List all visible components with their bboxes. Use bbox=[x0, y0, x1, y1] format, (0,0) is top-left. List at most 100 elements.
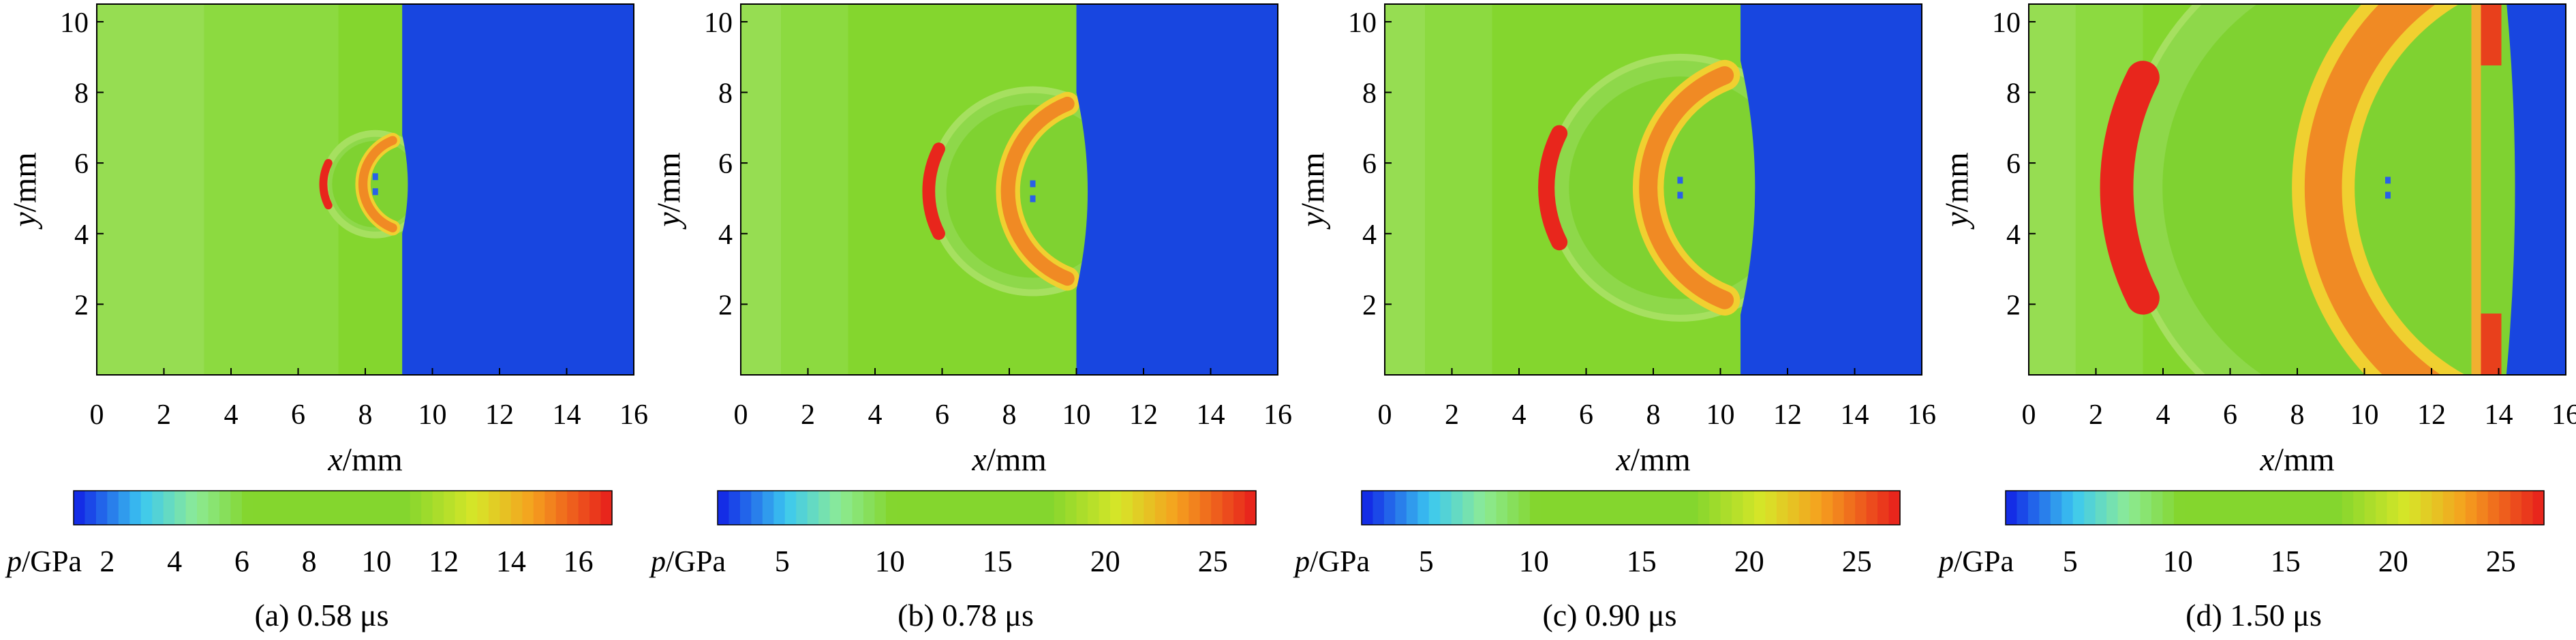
colorbar-segment bbox=[1199, 491, 1212, 525]
colorbar-segment bbox=[2454, 491, 2466, 525]
x-tick-label: 10 bbox=[2350, 399, 2379, 431]
x-tick-label: 12 bbox=[485, 399, 514, 431]
colorbar-segment bbox=[1088, 491, 1100, 525]
colorbar-segment bbox=[2409, 491, 2421, 525]
colorbar-segment bbox=[852, 491, 864, 525]
band-middle bbox=[1425, 4, 1492, 375]
colorbar-segment bbox=[555, 491, 568, 525]
y-axis-label-var: y bbox=[7, 212, 43, 230]
colorbar-segment bbox=[1383, 491, 1396, 525]
colorbar-segment bbox=[1417, 491, 1430, 525]
colorbar-segment bbox=[208, 491, 220, 525]
x-tick-label: 10 bbox=[1062, 399, 1091, 431]
colorbar-tick-label: 20 bbox=[1734, 545, 1764, 578]
center-marker-bottom bbox=[1030, 195, 1036, 202]
colorbar-segment bbox=[410, 491, 422, 525]
colorbar-segment bbox=[2095, 491, 2107, 525]
x-tick-label: 14 bbox=[1197, 399, 1225, 431]
colorbar-segment bbox=[751, 491, 763, 525]
colorbar-segment bbox=[500, 491, 512, 525]
colorbar-segment bbox=[1154, 491, 1167, 525]
colorbar-segment bbox=[1563, 491, 1576, 525]
colorbar-segment bbox=[545, 491, 557, 525]
wave-interior bbox=[946, 104, 1120, 278]
colorbar-segment bbox=[444, 491, 456, 525]
colorbar-segment bbox=[2117, 491, 2130, 525]
colorbar-segment bbox=[1529, 491, 1542, 525]
colorbar-segment bbox=[718, 491, 730, 525]
y-tick-label: 10 bbox=[60, 7, 89, 39]
colorbar-segment bbox=[2196, 491, 2208, 525]
x-tick-label: 0 bbox=[734, 399, 748, 431]
colorbar-segment bbox=[2477, 491, 2489, 525]
colorbar-segment bbox=[2342, 491, 2354, 525]
colorbar-segment bbox=[1754, 491, 1766, 525]
colorbar-tick-label: 15 bbox=[2271, 545, 2301, 578]
y-axis-label-var: y bbox=[1939, 212, 1975, 230]
panel-caption: (c) 0.90 μs bbox=[1542, 598, 1676, 633]
y-tick-label: 8 bbox=[74, 78, 89, 110]
colorbar-segment bbox=[2241, 491, 2253, 525]
colorbar-segment bbox=[2263, 491, 2275, 525]
colorbar-segment bbox=[2027, 491, 2040, 525]
x-axis-label-var: x bbox=[971, 442, 986, 478]
x-tick-label: 16 bbox=[619, 399, 648, 431]
colorbar-segment bbox=[1687, 491, 1699, 525]
y-tick-label: 2 bbox=[718, 290, 733, 321]
y-tick-label: 2 bbox=[2006, 290, 2021, 321]
x-tick-label: 16 bbox=[2551, 399, 2576, 431]
x-tick-label: 14 bbox=[1841, 399, 1869, 431]
colorbar-segment bbox=[1642, 491, 1654, 525]
colorbar-segment bbox=[2017, 491, 2029, 525]
colorbar-frame bbox=[2005, 490, 2545, 525]
colorbar-segment bbox=[185, 491, 198, 525]
colorbar-segment bbox=[1222, 491, 1234, 525]
colorbar-segment bbox=[1888, 491, 1901, 525]
colorbar-segment bbox=[998, 491, 1010, 525]
x-tick-label: 6 bbox=[935, 399, 949, 431]
colorbar-segment bbox=[1798, 491, 1811, 525]
colorbar-segment bbox=[1743, 491, 1755, 525]
x-tick-label: 4 bbox=[224, 399, 239, 431]
pressure-front-peak bbox=[319, 159, 333, 210]
colorbar-frame bbox=[717, 490, 1257, 525]
y-tick-label: 10 bbox=[704, 7, 733, 39]
colorbar-segment bbox=[567, 491, 579, 525]
colorbar-tick-label: 25 bbox=[1842, 545, 1872, 578]
colorbar-segment bbox=[163, 491, 175, 525]
center-marker-top bbox=[2385, 177, 2391, 184]
x-tick-label: 12 bbox=[2417, 399, 2446, 431]
colorbar-segment bbox=[1428, 491, 1441, 525]
x-tick-label: 4 bbox=[2156, 399, 2171, 431]
colorbar-segment bbox=[1552, 491, 1564, 525]
colorbar-tick-label: 2 bbox=[99, 545, 114, 578]
colorbar-segment bbox=[2275, 491, 2287, 525]
colorbar-segment bbox=[1574, 491, 1586, 525]
colorbar-segment bbox=[1451, 491, 1463, 525]
colorbar-segment bbox=[74, 491, 86, 525]
colorbar-segment bbox=[399, 491, 411, 525]
colorbar-segment bbox=[2061, 491, 2074, 525]
colorbar-segment bbox=[1518, 491, 1531, 525]
pressure-front-mid bbox=[1000, 96, 1075, 286]
colorbar-segment bbox=[2185, 491, 2197, 525]
colorbar-segment bbox=[320, 491, 333, 525]
colorbar-segment bbox=[885, 491, 898, 525]
colorbar-tick-label: 12 bbox=[429, 545, 459, 578]
colorbar-segment bbox=[2331, 491, 2343, 525]
colorbar-segment bbox=[2072, 491, 2085, 525]
colorbar-segment bbox=[1166, 491, 1178, 525]
y-tick-label: 6 bbox=[74, 149, 89, 180]
colorbar-frame bbox=[73, 490, 613, 525]
colorbar-tick-label: 4 bbox=[167, 545, 182, 578]
colorbar-segment bbox=[466, 491, 478, 525]
colorbar-segment bbox=[95, 491, 108, 525]
colorbar-segment bbox=[773, 491, 786, 525]
colorbar-tick-label: 5 bbox=[2063, 545, 2078, 578]
center-marker-top bbox=[1677, 177, 1683, 184]
y-tick-label: 10 bbox=[1348, 7, 1377, 39]
y-tick-label: 6 bbox=[1362, 149, 1377, 180]
colorbar-segment bbox=[1843, 491, 1856, 525]
